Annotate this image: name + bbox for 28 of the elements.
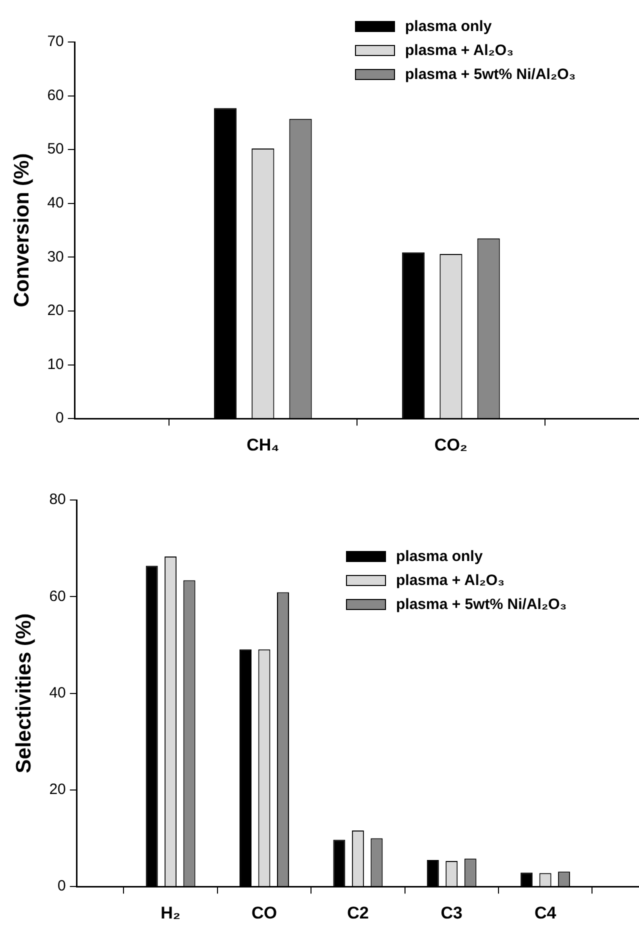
y-tick-label: 80 — [49, 491, 66, 508]
y-axis-title: Selectivities (%) — [12, 613, 36, 774]
x-tick-label: CH₄ — [246, 435, 280, 454]
legend-label: plasma + Al₂O₃ — [396, 572, 505, 588]
legend-label: plasma + 5wt% Ni/Al₂O₃ — [405, 66, 576, 82]
y-tick-label: 40 — [49, 684, 66, 702]
y-tick-label: 60 — [47, 86, 64, 104]
y-tick-label: 10 — [47, 356, 64, 373]
x-tick-label: CO₂ — [434, 435, 468, 454]
x-tick-label: C4 — [534, 903, 557, 922]
x-tick-label: C3 — [440, 903, 462, 922]
legend-label: plasma + 5wt% Ni/Al₂O₃ — [396, 596, 567, 612]
y-tick-label: 30 — [47, 248, 64, 266]
y-tick-label: 50 — [47, 140, 64, 158]
y-tick-label: 0 — [58, 878, 66, 895]
legend-label: plasma only — [396, 548, 483, 564]
legend-label: plasma only — [405, 18, 492, 34]
y-tick-label: 60 — [49, 588, 66, 605]
y-tick-label: 20 — [49, 781, 66, 798]
y-axis-title: Conversion (%) — [10, 153, 34, 308]
x-tick-label: H₂ — [160, 903, 180, 922]
legend-label: plasma + Al₂O₃ — [405, 42, 514, 58]
y-tick-label: 20 — [47, 302, 64, 320]
y-tick-label: 70 — [47, 33, 64, 50]
y-tick-label: 40 — [47, 194, 64, 212]
x-tick-label: C2 — [347, 903, 369, 922]
x-tick-label: CO — [252, 903, 278, 922]
y-tick-label: 0 — [56, 410, 64, 427]
